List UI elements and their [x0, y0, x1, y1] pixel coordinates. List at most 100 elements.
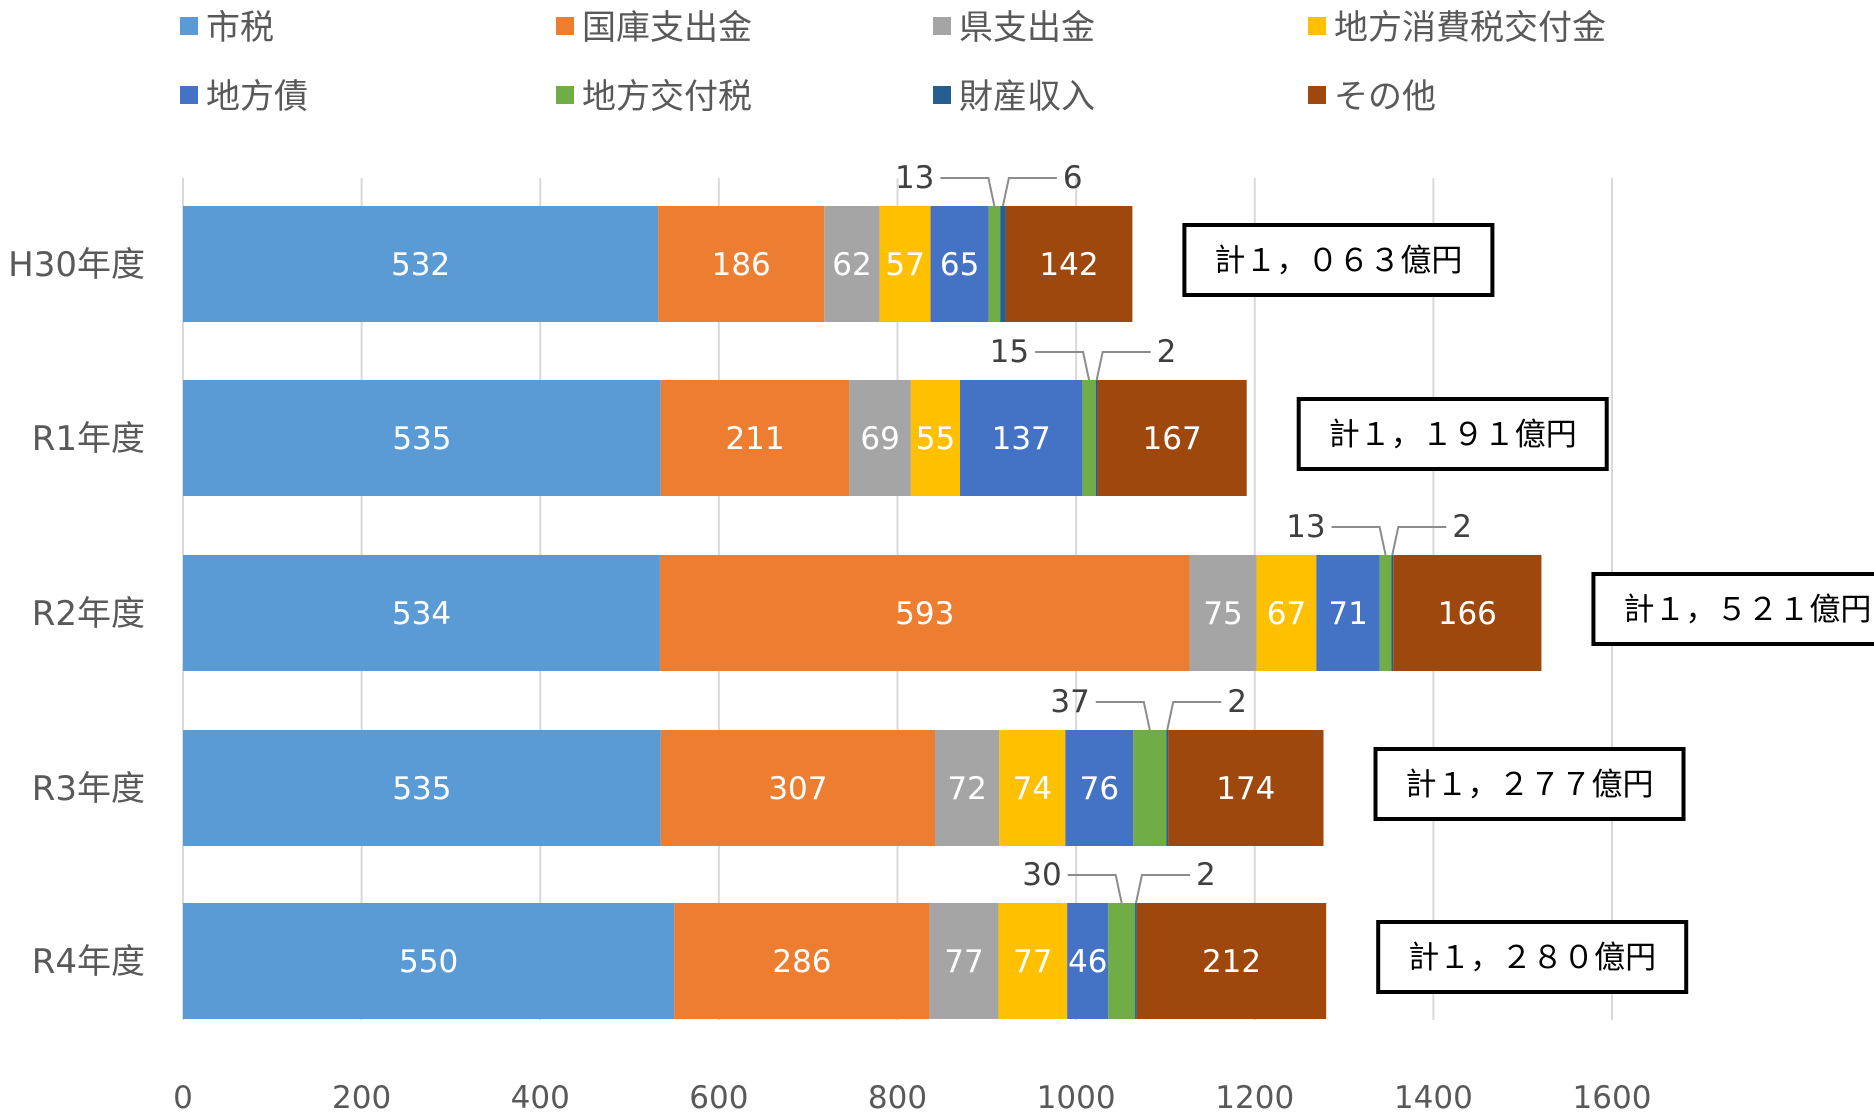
data-label-3-6: 2: [1227, 684, 1247, 720]
category-label-3: R3年度: [32, 769, 145, 809]
legend-swatch-2: [933, 17, 951, 35]
tick-label-1200: 1200: [1215, 1080, 1294, 1114]
leader-line-0-5: [940, 177, 996, 207]
legend-label-1: 国庫支出金: [582, 8, 752, 48]
total-box-0: [1182, 223, 1495, 297]
bar-0-6: [1000, 206, 1006, 322]
data-label-0-1: 186: [712, 247, 771, 283]
data-label-1-7: 167: [1143, 421, 1202, 457]
data-label-0-4: 65: [940, 247, 979, 283]
data-label-4-5: 30: [1022, 857, 1061, 893]
bar-1-7: [1097, 380, 1247, 496]
bar-2-2: [1189, 555, 1257, 671]
category-label-2: R2年度: [32, 594, 145, 634]
total-box-4: [1376, 920, 1689, 994]
bar-3-7: [1168, 730, 1324, 846]
bar-2-4: [1316, 555, 1380, 671]
data-label-4-0: 550: [399, 944, 458, 980]
bar-0-4: [930, 206, 989, 322]
data-label-0-0: 532: [391, 247, 450, 283]
legend-label-4: 地方債: [206, 77, 308, 117]
bar-1-0: [183, 380, 661, 496]
bar-1-3: [910, 380, 961, 496]
bar-2-0: [183, 555, 660, 671]
data-label-0-2: 62: [832, 247, 871, 283]
leader-line-4-6: [1134, 874, 1190, 904]
data-label-3-7: 174: [1216, 771, 1275, 807]
data-label-1-2: 69: [860, 421, 899, 457]
bar-0-3: [879, 206, 931, 322]
legend-label-7: その他: [1334, 77, 1436, 117]
data-label-0-6: 6: [1063, 160, 1083, 196]
bar-3-1: [660, 730, 936, 846]
data-label-4-4: 46: [1068, 944, 1107, 980]
legend-swatch-3: [1308, 17, 1326, 35]
bar-0-1: [658, 206, 825, 322]
data-label-1-0: 535: [392, 421, 451, 457]
leader-line-3-5: [1095, 701, 1151, 731]
tick-label-400: 400: [511, 1080, 570, 1114]
data-label-4-3: 77: [1013, 944, 1052, 980]
data-label-1-4: 137: [992, 421, 1051, 457]
data-label-2-7: 166: [1438, 596, 1497, 632]
legend-label-0: 市税: [206, 8, 274, 48]
leader-line-1-5: [1035, 351, 1091, 381]
bar-0-5: [988, 206, 1001, 322]
data-label-3-1: 307: [768, 771, 827, 807]
bar-0-2: [824, 206, 880, 322]
tick-label-1000: 1000: [1037, 1080, 1116, 1114]
legend-label-5: 地方交付税: [582, 77, 752, 117]
data-label-4-6: 2: [1196, 857, 1216, 893]
bar-4-7: [1136, 903, 1327, 1019]
leader-line-3-6: [1166, 701, 1222, 731]
data-label-4-7: 212: [1202, 944, 1261, 980]
bar-3-2: [935, 730, 1000, 846]
legend-label-3: 地方消費税交付金: [1334, 8, 1606, 48]
bar-1-1: [660, 380, 850, 496]
total-label-2: 計１，５２１億円: [1623, 592, 1871, 628]
data-label-0-5: 13: [895, 160, 934, 196]
tick-label-800: 800: [868, 1080, 927, 1114]
bar-4-2: [929, 903, 999, 1019]
tick-label-0: 0: [173, 1080, 193, 1114]
tick-label-1400: 1400: [1394, 1080, 1473, 1114]
data-label-2-2: 75: [1203, 596, 1242, 632]
data-label-2-0: 534: [392, 596, 451, 632]
total-box-2: [1591, 572, 1874, 646]
tick-label-200: 200: [332, 1080, 391, 1114]
bar-1-6: [1095, 380, 1098, 496]
data-label-2-5: 13: [1286, 509, 1325, 545]
legend-swatch-7: [1308, 86, 1326, 104]
bar-2-7: [1393, 555, 1542, 671]
leader-line-2-6: [1391, 526, 1447, 556]
category-label-4: R4年度: [32, 942, 145, 982]
bar-0-7: [1005, 206, 1133, 322]
data-label-2-1: 593: [895, 596, 954, 632]
legend-swatch-4: [180, 86, 198, 104]
total-label-3: 計１，２７７億円: [1406, 767, 1654, 803]
total-label-0: 計１，０６３億円: [1214, 243, 1462, 279]
bar-4-4: [1067, 903, 1109, 1019]
total-box-3: [1373, 747, 1686, 821]
category-label-0: H30年度: [8, 245, 145, 285]
bar-2-6: [1391, 555, 1394, 671]
bar-3-3: [999, 730, 1066, 846]
data-label-3-0: 535: [392, 771, 451, 807]
total-label-4: 計１，２８０億円: [1408, 940, 1656, 976]
bar-3-4: [1065, 730, 1134, 846]
data-label-2-4: 71: [1328, 596, 1367, 632]
leader-line-2-5: [1331, 526, 1387, 556]
legend-swatch-1: [556, 17, 574, 35]
data-label-2-6: 2: [1452, 509, 1472, 545]
data-label-1-1: 211: [725, 421, 784, 457]
data-label-0-3: 57: [885, 247, 924, 283]
data-label-3-3: 74: [1013, 771, 1052, 807]
bar-1-5: [1082, 380, 1096, 496]
bar-1-2: [849, 380, 911, 496]
leader-line-0-6: [1001, 177, 1057, 207]
data-label-4-1: 286: [772, 944, 831, 980]
data-label-3-4: 76: [1080, 771, 1119, 807]
